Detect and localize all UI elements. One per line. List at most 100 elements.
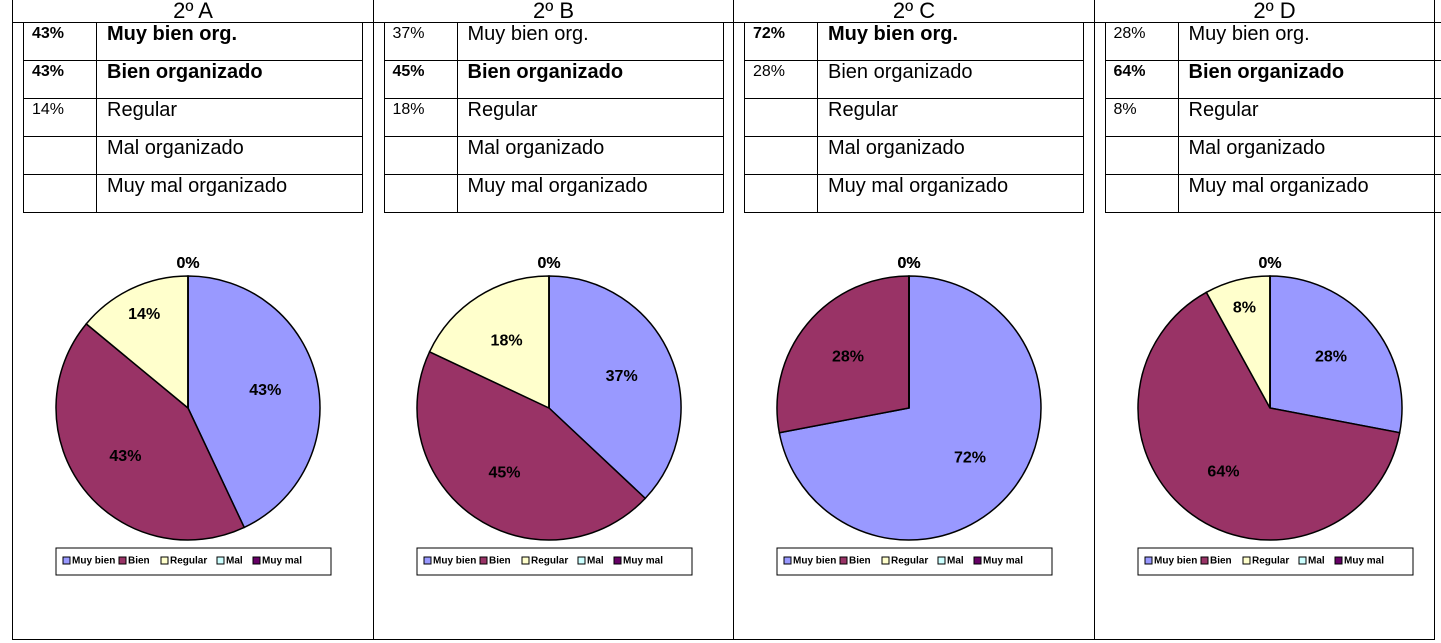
legend-swatch xyxy=(252,556,261,565)
data-label: 64% xyxy=(1207,463,1239,480)
legend-swatch xyxy=(881,556,890,565)
legend-swatch xyxy=(62,556,71,565)
legend-box xyxy=(1137,547,1413,576)
legend-label: Mal xyxy=(1308,556,1325,567)
legend-swatch xyxy=(577,556,585,565)
label: Bien organizado xyxy=(107,61,263,83)
pie-slice xyxy=(776,275,910,434)
label-cell: Bien organizado xyxy=(456,60,724,99)
data-label: 0% xyxy=(537,255,560,272)
column-header: 2º A xyxy=(13,0,373,23)
data-label: 0% xyxy=(1258,255,1281,272)
percent-cell: 72% xyxy=(744,22,818,61)
percent-cell: 64% xyxy=(1104,60,1179,99)
percent-cell: 37% xyxy=(383,22,458,61)
data-label: 0% xyxy=(176,255,199,272)
table-row: Muy mal organizado xyxy=(744,174,1084,213)
legend-swatch xyxy=(973,556,982,565)
legend-label: Muy mal xyxy=(983,556,1023,567)
legend-box xyxy=(416,547,692,576)
label: Regular xyxy=(467,99,538,121)
percent: 14% xyxy=(32,101,65,118)
label: Regular xyxy=(1188,99,1259,121)
percent-cell xyxy=(23,174,97,213)
column: 2º D 28% Muy bien org. 64% Bien organizado 8%… xyxy=(1093,0,1441,640)
legend-label: Muy bien xyxy=(793,556,836,567)
label-cell: Mal organizado xyxy=(817,136,1084,175)
pie-slice xyxy=(55,322,246,541)
data-label: 45% xyxy=(488,465,520,482)
legend-swatch xyxy=(423,556,431,565)
legend-swatch xyxy=(839,556,848,565)
table-row: 72% Muy bien org. xyxy=(744,22,1084,61)
label: Bien organizado xyxy=(467,61,624,83)
pie-slice xyxy=(778,275,1042,541)
label-cell: Muy mal organizado xyxy=(96,174,363,213)
summary-table: 43% Muy bien org. 43% Bien organizado 14% Reg… xyxy=(23,22,363,213)
legend-label: Muy bien xyxy=(433,556,476,567)
label-cell: Regular xyxy=(817,98,1084,137)
legend-label: Bien xyxy=(849,556,871,567)
label-cell: Bien organizado xyxy=(1177,60,1441,99)
legend-label: Mal xyxy=(947,556,964,567)
percent-cell xyxy=(383,174,458,213)
data-label: 0% xyxy=(1258,255,1281,272)
legend-swatch xyxy=(118,556,127,565)
legend-swatch xyxy=(1298,556,1306,565)
legend-swatch xyxy=(216,556,225,565)
label: Muy bien org. xyxy=(1188,23,1310,45)
pie-slice xyxy=(547,275,682,500)
label-cell: Muy bien org. xyxy=(817,22,1084,61)
legend-label: Bien xyxy=(489,556,511,567)
label-cell: Mal organizado xyxy=(456,136,724,175)
table-row: Regular xyxy=(744,98,1084,137)
table-row: 8% Regular xyxy=(1104,98,1441,137)
pie-slice xyxy=(187,275,321,529)
data-label: 8% xyxy=(1232,299,1255,316)
data-label: 28% xyxy=(832,349,864,366)
table-row: Mal organizado xyxy=(383,136,724,175)
legend-label: Muy bien xyxy=(1154,556,1197,567)
legend-swatch xyxy=(521,556,529,565)
table-row: Muy mal organizado xyxy=(1104,174,1441,213)
pie-chart: 72%28%0%0%0%Muy bien Bien Regular Mal Muy ma… xyxy=(776,255,1053,576)
legend-label: Regular xyxy=(891,556,928,567)
legend-label: Muy mal xyxy=(623,556,663,567)
label: Muy bien org. xyxy=(467,23,589,45)
table-row: Muy mal organizado xyxy=(23,174,363,213)
label: Muy mal organizado xyxy=(828,175,1009,197)
percent: 43% xyxy=(32,63,65,80)
legend-label: Bien xyxy=(128,556,150,567)
percent-cell xyxy=(744,136,818,175)
percent-cell: 45% xyxy=(383,60,458,99)
label: Mal organizado xyxy=(1188,137,1326,159)
percent: 28% xyxy=(753,63,786,80)
column-header: 2º C xyxy=(734,0,1094,23)
legend-label: Muy mal xyxy=(262,556,302,567)
percent-cell: 43% xyxy=(23,22,97,61)
legend-swatch xyxy=(937,556,946,565)
label-cell: Muy mal organizado xyxy=(456,174,724,213)
legend-swatch xyxy=(1200,556,1208,565)
label-cell: Muy bien org. xyxy=(1177,22,1441,61)
data-label: 0% xyxy=(176,255,199,272)
table-row: Mal organizado xyxy=(23,136,363,175)
legend-label: Mal xyxy=(587,556,604,567)
legend-label: Regular xyxy=(531,556,568,567)
column: 2º C 72% Muy bien org. 28% Bien organizado Re… xyxy=(733,0,1094,640)
data-label: 43% xyxy=(249,382,281,399)
data-label: 0% xyxy=(537,255,560,272)
label: Muy bien org. xyxy=(107,23,237,45)
data-label: 0% xyxy=(897,255,920,272)
label: Muy mal organizado xyxy=(467,175,648,197)
label: Muy bien org. xyxy=(828,23,958,45)
summary-table: 72% Muy bien org. 28% Bien organizado Regula… xyxy=(744,22,1084,213)
pie-slice xyxy=(415,350,646,541)
data-label: 72% xyxy=(954,450,986,467)
percent: 28% xyxy=(1113,25,1146,42)
legend-swatch xyxy=(1144,556,1152,565)
table-row: 43% Muy bien org. xyxy=(23,22,363,61)
legend-box xyxy=(55,547,332,576)
legend-label: Mal xyxy=(226,556,243,567)
legend-label: Bien xyxy=(1210,556,1232,567)
